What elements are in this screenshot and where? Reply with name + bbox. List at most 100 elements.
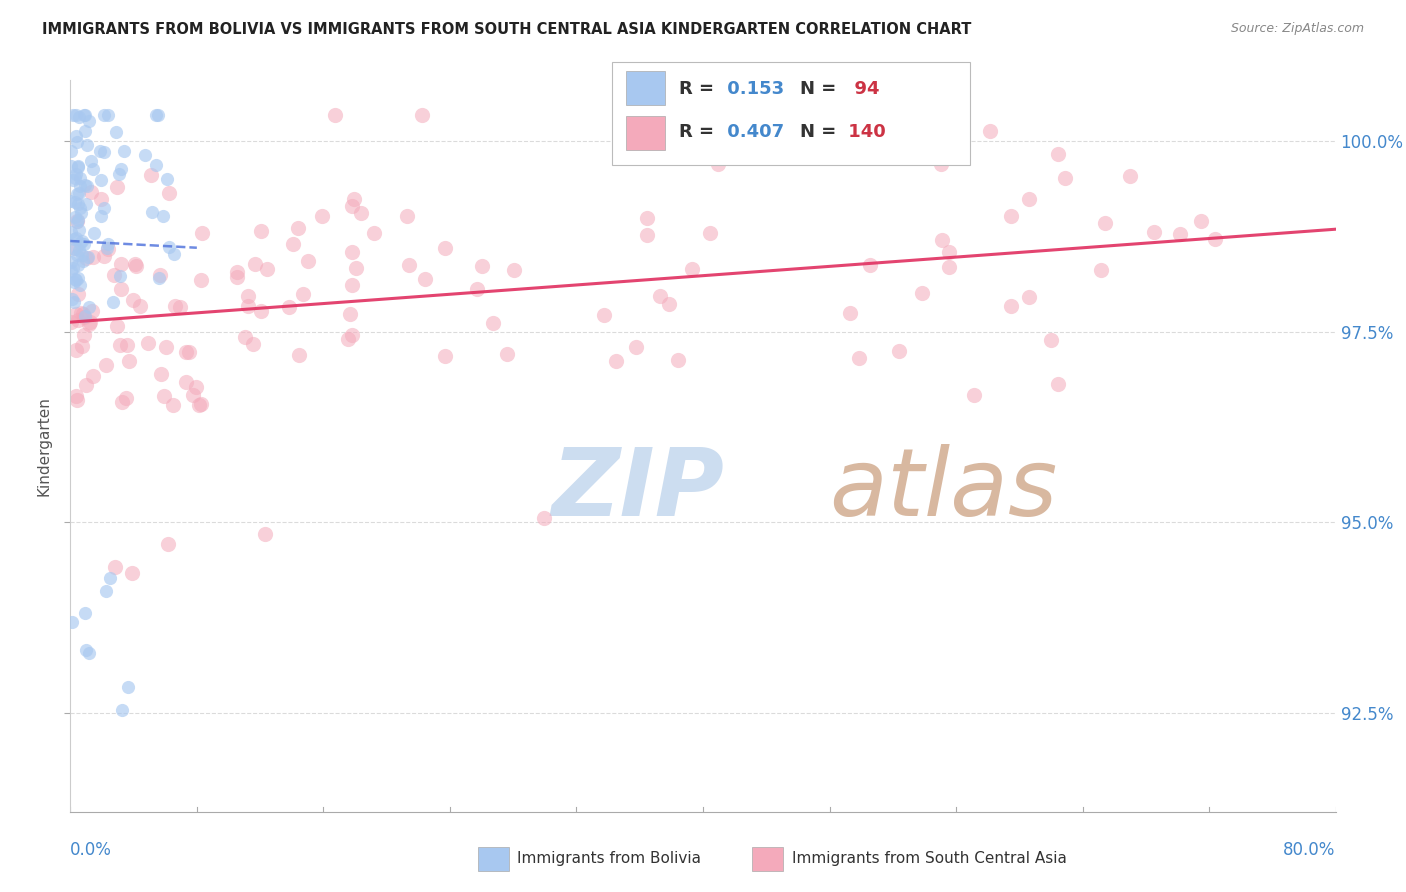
Point xyxy=(344,260,367,275)
Point xyxy=(62,107,84,121)
Point xyxy=(134,148,156,162)
Point xyxy=(77,300,100,314)
Point xyxy=(72,254,94,268)
Point xyxy=(97,237,120,252)
Point xyxy=(96,241,118,255)
Point xyxy=(93,107,115,121)
Point xyxy=(342,199,364,213)
Point xyxy=(482,316,505,330)
Text: N =: N = xyxy=(800,123,842,141)
Point xyxy=(128,299,150,313)
Point xyxy=(60,615,83,630)
Point xyxy=(963,388,986,402)
Point xyxy=(125,259,148,273)
Point xyxy=(89,144,111,158)
Text: R =: R = xyxy=(679,80,720,98)
Text: R =: R = xyxy=(679,123,720,141)
Point xyxy=(90,192,112,206)
Point xyxy=(848,351,870,366)
Point xyxy=(150,367,173,381)
Point xyxy=(65,273,87,287)
Point xyxy=(60,292,83,306)
Point xyxy=(60,315,83,329)
Point xyxy=(184,380,207,394)
Point xyxy=(82,369,104,384)
Point xyxy=(121,566,143,580)
Point xyxy=(340,277,363,292)
Point xyxy=(69,278,91,293)
Point xyxy=(187,398,209,412)
Point xyxy=(1118,169,1140,184)
Point xyxy=(1204,232,1226,246)
Point xyxy=(108,269,131,284)
Point xyxy=(503,263,526,277)
Point xyxy=(97,242,120,256)
Point xyxy=(69,202,91,216)
Point xyxy=(65,343,87,358)
Point xyxy=(117,681,139,695)
Point xyxy=(141,205,163,219)
Point xyxy=(66,214,89,228)
Point xyxy=(76,250,98,264)
Point xyxy=(110,703,132,717)
Point xyxy=(152,210,174,224)
Point xyxy=(93,201,115,215)
Point xyxy=(110,282,132,296)
Point xyxy=(70,206,93,220)
Point xyxy=(75,196,97,211)
Point xyxy=(929,157,952,171)
Text: 0.153: 0.153 xyxy=(721,80,785,98)
Point xyxy=(62,260,84,275)
Point xyxy=(149,268,172,283)
Point xyxy=(938,260,960,275)
Point xyxy=(395,209,418,223)
Point xyxy=(297,253,319,268)
Point xyxy=(66,136,89,150)
Point xyxy=(112,145,135,159)
Point xyxy=(77,114,100,128)
Point xyxy=(65,307,87,321)
Point xyxy=(605,354,627,368)
Point xyxy=(278,300,301,314)
Point xyxy=(103,268,125,283)
Point xyxy=(931,233,953,247)
Point xyxy=(66,258,89,272)
Point xyxy=(681,262,703,277)
Point xyxy=(70,248,93,262)
Point xyxy=(121,293,143,307)
Point xyxy=(343,192,366,206)
Point xyxy=(101,295,124,310)
Point xyxy=(411,107,433,121)
Point xyxy=(174,375,197,389)
Text: 140: 140 xyxy=(842,123,886,141)
Point xyxy=(67,287,90,301)
Point xyxy=(176,344,198,359)
Point xyxy=(624,340,647,354)
Text: 94: 94 xyxy=(842,80,880,98)
Point xyxy=(342,328,364,343)
Point xyxy=(82,250,104,264)
Point xyxy=(337,332,360,346)
Point xyxy=(839,306,862,320)
Point xyxy=(233,329,256,343)
Point xyxy=(66,214,89,228)
Point xyxy=(60,255,83,269)
Point xyxy=(162,398,184,412)
Point xyxy=(434,241,457,255)
Point xyxy=(1047,147,1070,161)
Point xyxy=(67,160,90,174)
Text: Immigrants from Bolivia: Immigrants from Bolivia xyxy=(517,851,702,865)
Point xyxy=(191,227,214,241)
Point xyxy=(242,337,264,351)
Point xyxy=(139,168,162,182)
Point xyxy=(69,235,91,250)
Point xyxy=(73,606,96,620)
Point xyxy=(1000,299,1022,313)
Point xyxy=(1094,216,1116,230)
Point xyxy=(115,391,138,405)
Point xyxy=(60,159,83,173)
Point xyxy=(179,344,201,359)
Point xyxy=(76,138,98,153)
Point xyxy=(1018,192,1040,206)
Point xyxy=(1189,214,1212,228)
